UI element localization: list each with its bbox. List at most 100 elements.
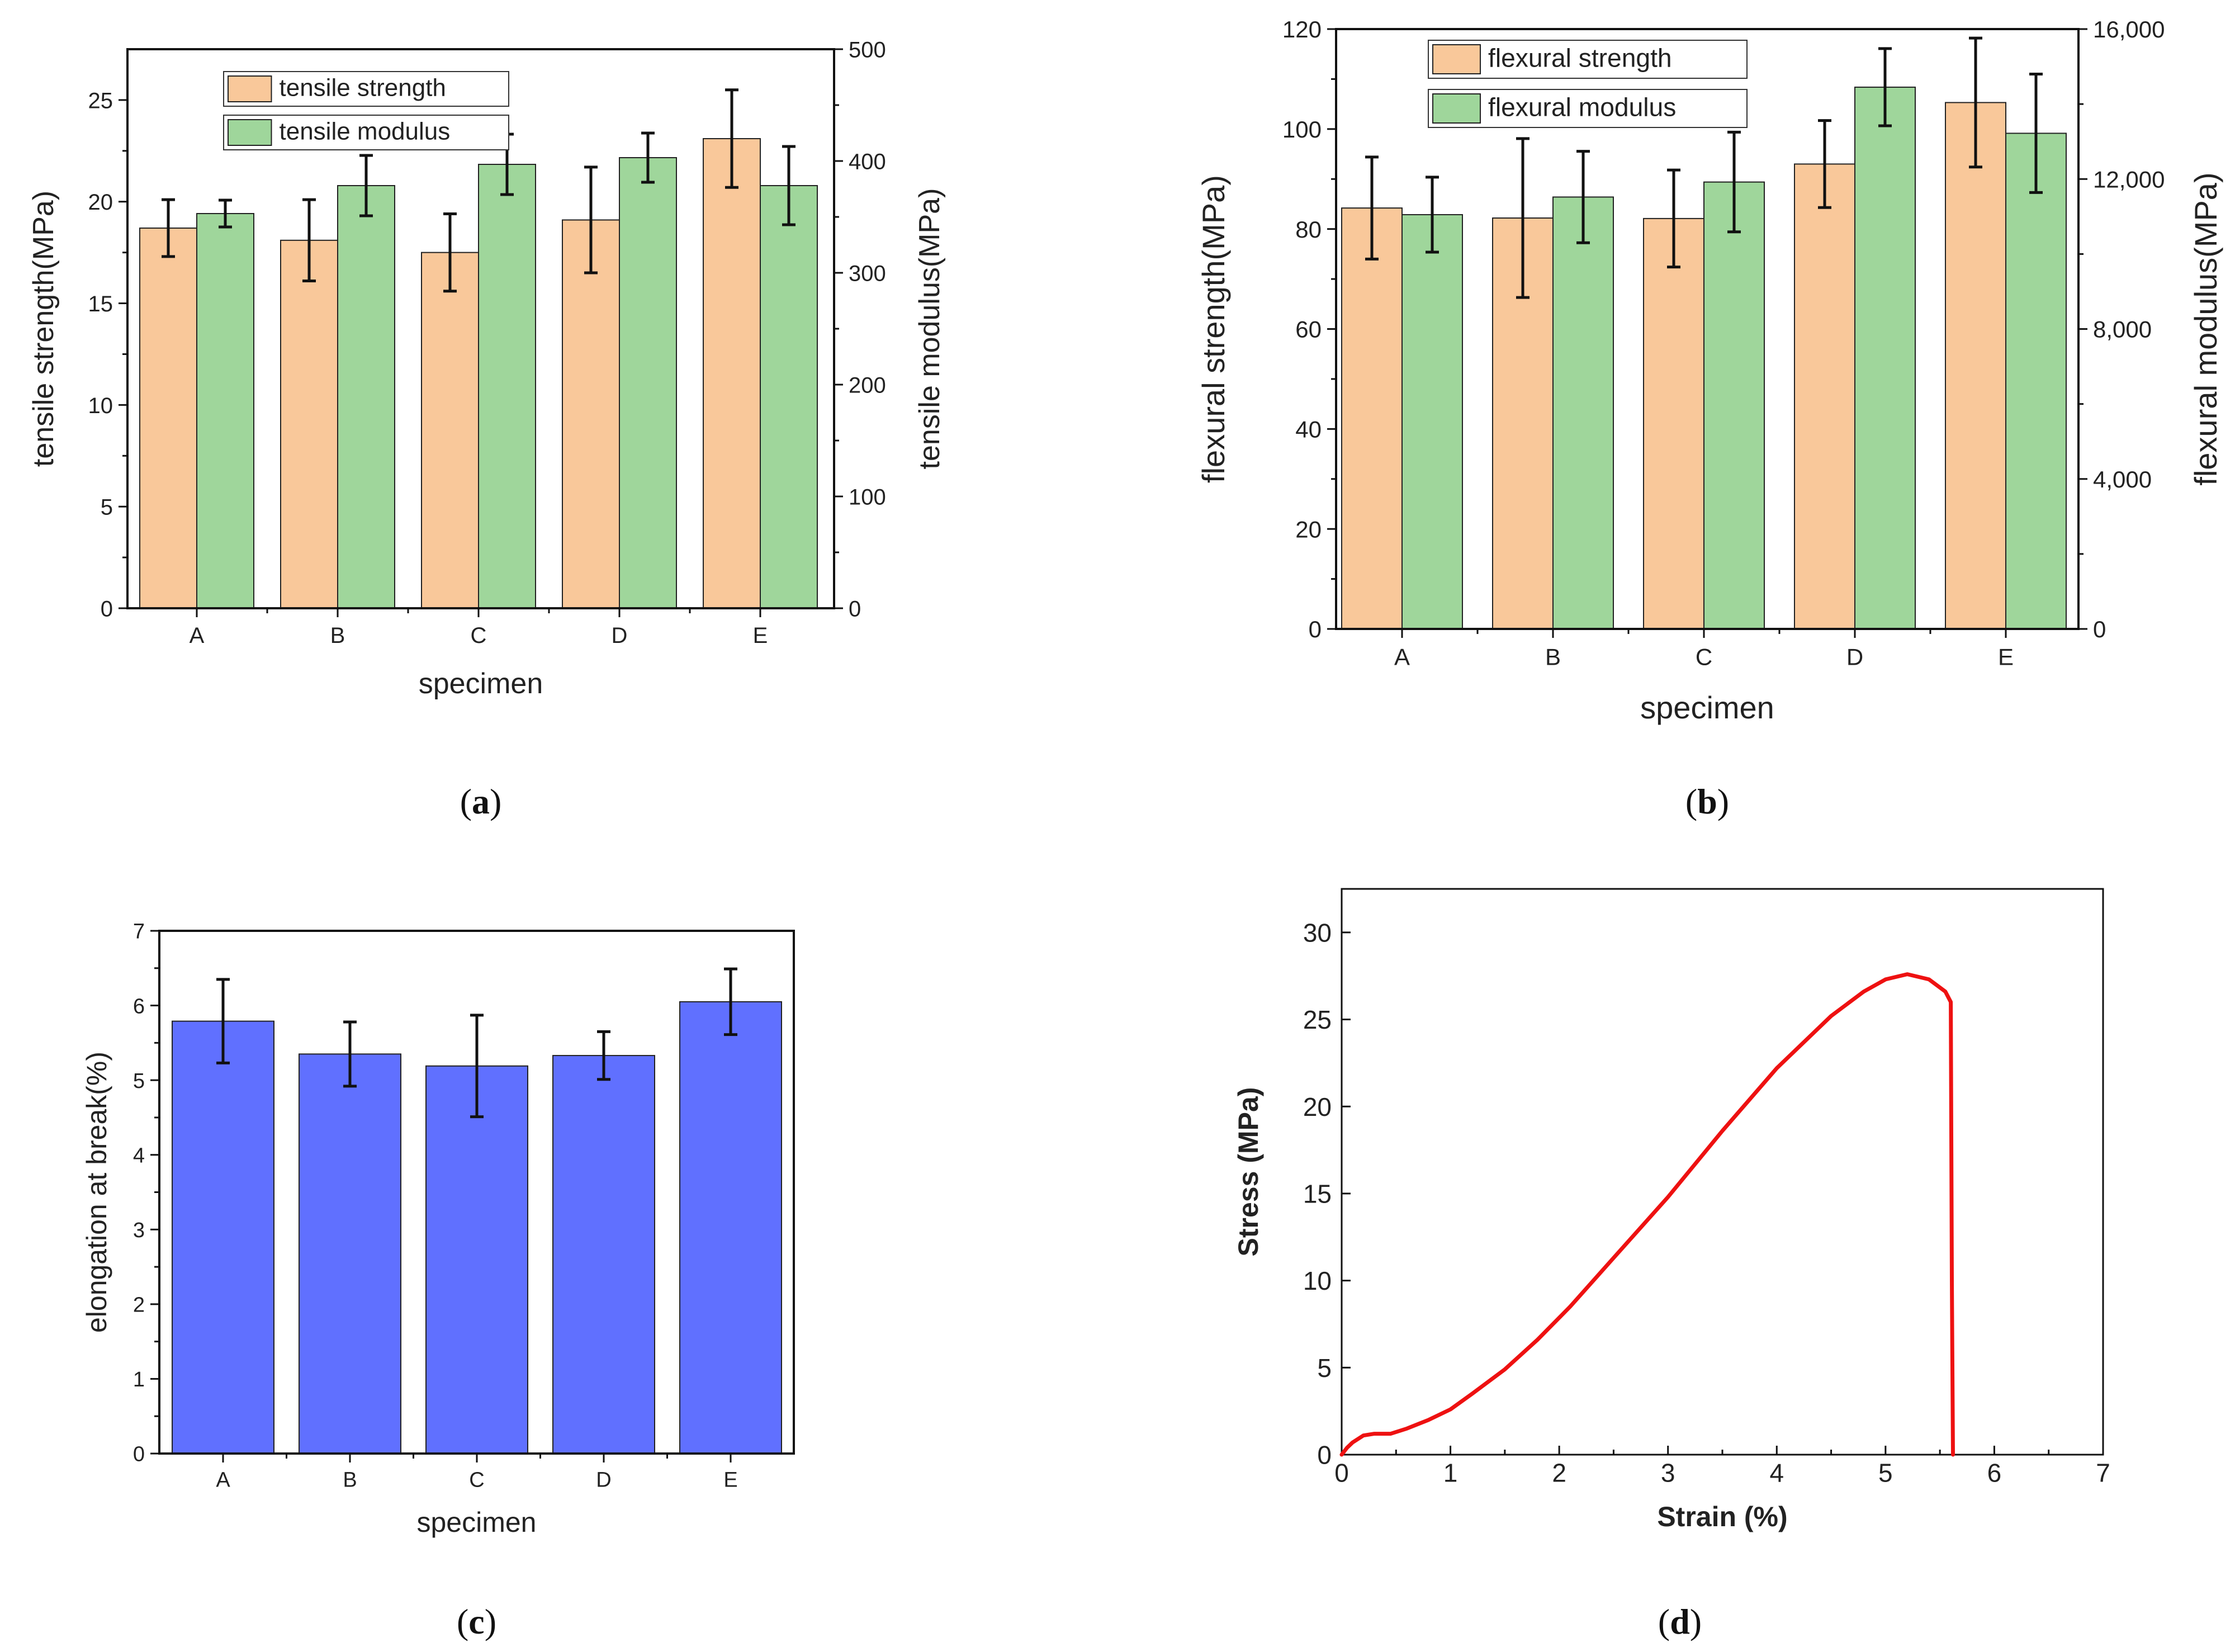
x-tick-label: 5 <box>1878 1458 1893 1487</box>
caption-close: ) <box>1717 782 1729 821</box>
y-tick-label: 40 <box>1295 416 1322 442</box>
x-tick-label-A: A <box>190 623 205 648</box>
caption-letter: d <box>1670 1602 1690 1641</box>
x-tick-label-B: B <box>1545 643 1561 670</box>
y-tick-label: 20 <box>88 190 113 215</box>
x-tick-label: 3 <box>1661 1458 1675 1487</box>
caption-close: ) <box>1690 1602 1702 1641</box>
y-tick-label: 5 <box>1317 1353 1332 1383</box>
y-tick-label: 0 <box>1309 616 1322 642</box>
legend-label-tensile-modulus: tensile modulus <box>280 117 451 145</box>
y-tick-label: 1 <box>133 1368 145 1391</box>
y-tick-label: 30 <box>1303 918 1332 947</box>
caption-letter: c <box>468 1602 484 1641</box>
x-tick-label-D: D <box>1846 643 1863 670</box>
y-axis-title: tensile strength(MPa) <box>27 191 60 467</box>
panel-b: A B C D E 0 20 40 60 80 100 120 0 4,000 8,000 12,000 16,… <box>1196 16 2223 821</box>
panel-caption-d: (d) <box>1658 1602 1702 1641</box>
y2-tick-label: 200 <box>849 373 886 397</box>
y2-tick-label: 500 <box>849 37 886 62</box>
y2-axis-title: flexural modulus(MPa) <box>2188 172 2223 485</box>
panel-caption-c: (c) <box>457 1602 496 1641</box>
x-tick-label-C: C <box>469 1469 484 1492</box>
bar-elongation-at-break-A <box>172 1020 274 1455</box>
caption-close: ) <box>485 1602 496 1641</box>
y-tick-label: 6 <box>133 995 145 1018</box>
y-tick-label: 3 <box>133 1219 145 1242</box>
y-tick-label: 60 <box>1295 316 1322 343</box>
x-tick-label-C: C <box>471 623 487 648</box>
caption-open: ( <box>460 782 472 821</box>
y-tick-label: 120 <box>1282 16 1322 42</box>
y2-tick-label: 12,000 <box>2093 166 2165 192</box>
legend-swatch-flexural-modulus <box>1432 93 1481 124</box>
y-tick-label: 25 <box>88 88 113 113</box>
x-tick-label-A: A <box>1394 643 1410 670</box>
y-axis-title: elongation at break(%) <box>81 1052 112 1333</box>
y-tick-label: 15 <box>1303 1179 1332 1208</box>
bar-flexural-modulus-C <box>1703 181 1765 629</box>
caption-open: ( <box>1658 1602 1670 1641</box>
bar-elongation-at-break-D <box>552 1055 655 1455</box>
panel-a: A B C D E 0 5 10 15 20 25 0 100 200 300 400 500 specimen t… <box>27 37 946 821</box>
y2-tick-label: 400 <box>849 149 886 174</box>
y-tick-label: 5 <box>101 495 113 520</box>
legend-label-flexural-modulus: flexural modulus <box>1488 93 1676 122</box>
x-axis-title: specimen <box>1640 690 1774 725</box>
panel-caption-b: (b) <box>1685 782 1729 821</box>
bar-flexural-modulus-E <box>2005 132 2067 629</box>
y-tick-label: 15 <box>88 292 113 316</box>
y-tick-label: 20 <box>1303 1092 1332 1121</box>
x-tick-label-E: E <box>723 1469 737 1492</box>
bar-flexural-strength-D <box>1794 163 1855 629</box>
bar-tensile-modulus-B <box>337 185 395 609</box>
y-axis-title: flexural strength(MPa) <box>1196 175 1231 483</box>
y2-tick-label: 0 <box>2093 616 2106 642</box>
bar-flexural-modulus-D <box>1854 86 1916 629</box>
x-tick-label: 2 <box>1552 1458 1566 1487</box>
y-tick-label: 100 <box>1282 116 1322 143</box>
series-line-stress-strain <box>1339 972 1955 1457</box>
y-tick-label: 25 <box>1303 1005 1332 1034</box>
x-tick-label: 4 <box>1769 1458 1784 1487</box>
bar-tensile-modulus-E <box>760 185 818 609</box>
y-tick-label: 10 <box>88 394 113 418</box>
y-tick-label: 20 <box>1295 516 1322 542</box>
y-tick-label: 0 <box>133 1443 145 1466</box>
y2-tick-label: 300 <box>849 261 886 286</box>
legend-swatch-flexural-strength <box>1432 44 1481 74</box>
x-tick-label: 0 <box>1334 1458 1349 1487</box>
x-axis-title: specimen <box>419 668 543 700</box>
caption-open: ( <box>457 1602 468 1641</box>
y-tick-label: 0 <box>1317 1441 1332 1470</box>
caption-letter: a <box>472 782 490 821</box>
x-tick-label: 6 <box>1987 1458 2002 1487</box>
bar-tensile-modulus-D <box>619 157 677 609</box>
caption-letter: b <box>1697 782 1717 821</box>
y-tick-label: 0 <box>101 597 113 621</box>
legend-label-tensile-strength: tensile strength <box>280 74 446 101</box>
bar-flexural-strength-A <box>1341 207 1403 629</box>
bar-tensile-strength-D <box>562 219 620 609</box>
bar-tensile-strength-C <box>421 252 479 609</box>
y-axis-title: Stress (MPa) <box>1233 1087 1264 1257</box>
bar-tensile-strength-B <box>280 239 338 609</box>
y2-tick-label: 8,000 <box>2093 316 2152 343</box>
x-axis-title: Strain (%) <box>1657 1501 1787 1532</box>
y-tick-label: 7 <box>133 920 145 944</box>
bar-flexural-strength-E <box>1945 102 2006 629</box>
y-tick-label: 80 <box>1295 216 1322 243</box>
legend-swatch-tensile-strength <box>228 75 272 102</box>
bar-flexural-strength-C <box>1643 217 1704 629</box>
y-tick-label: 10 <box>1303 1266 1332 1295</box>
x-tick-label-D: D <box>596 1469 611 1492</box>
y-tick-label: 2 <box>133 1294 145 1317</box>
x-tick-label-A: A <box>216 1469 230 1492</box>
y2-axis-title: tensile modulus(MPa) <box>913 188 946 470</box>
caption-open: ( <box>1685 782 1697 821</box>
x-tick-label-B: B <box>343 1469 357 1492</box>
legend-label-flexural-strength: flexural strength <box>1488 44 1672 73</box>
bar-elongation-at-break-B <box>299 1053 401 1454</box>
y-tick-label: 4 <box>133 1144 145 1167</box>
plot-frame <box>1341 888 2104 1456</box>
